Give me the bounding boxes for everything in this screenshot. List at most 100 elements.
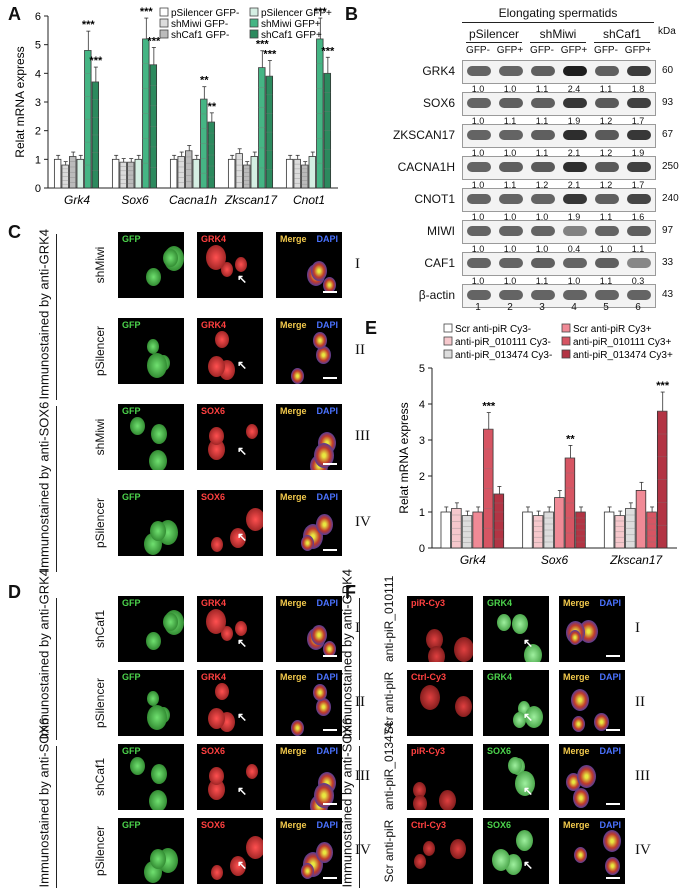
blot-strip xyxy=(462,60,656,84)
arrow-icon: ↖ xyxy=(237,358,248,372)
arrow-icon: ↖ xyxy=(237,444,248,458)
channel-label: Merge xyxy=(280,234,307,244)
chart-e-svg: 0 1 2 3 4 5 Relat mRNA express Grk4 Sox6 Zkscan17… xyxy=(397,323,677,567)
cell xyxy=(206,245,226,270)
channel-label: GFP xyxy=(122,746,141,756)
blot-band xyxy=(531,226,555,236)
y-tick-label: 1 xyxy=(35,154,41,166)
blot-gfp-label: GFP- xyxy=(594,45,618,56)
blot-quant-value: 1.0 xyxy=(471,116,485,126)
channel-label: Merge xyxy=(563,672,590,682)
cell xyxy=(413,795,427,810)
blot-band xyxy=(531,290,555,300)
row-roman-label: II xyxy=(355,342,365,358)
condition-label: shCaf1 xyxy=(93,609,107,649)
blot-quant-value: 1.0 xyxy=(503,244,517,254)
blot-quant-value: 1.0 xyxy=(567,276,581,286)
scale-bar xyxy=(323,729,337,731)
cell xyxy=(163,249,178,267)
category-label: Sox6 xyxy=(121,193,149,207)
condition-label: shMiwi xyxy=(93,246,107,284)
significance-mark: *** xyxy=(482,401,496,413)
y-tick-label: 1 xyxy=(419,507,425,519)
blot-band xyxy=(627,98,651,108)
blot-quant-value: 0.3 xyxy=(631,276,645,286)
blot-quant-value: 0.4 xyxy=(567,244,581,254)
cell xyxy=(524,644,542,662)
cell xyxy=(146,632,161,650)
cell xyxy=(313,332,327,349)
cell xyxy=(151,764,167,784)
blot-quant-value: 1.0 xyxy=(503,84,517,94)
bar xyxy=(111,158,120,189)
bracket-line xyxy=(359,746,360,888)
legend-swatch xyxy=(159,18,169,28)
bar xyxy=(227,158,236,189)
channel-label: GFP xyxy=(122,320,141,330)
scale-bar xyxy=(323,549,337,551)
micrograph: GFP xyxy=(118,744,184,810)
blot-row-label: MIWI xyxy=(427,224,455,238)
arrow-icon: ↖ xyxy=(237,636,248,650)
bar xyxy=(522,511,533,549)
blot-group-line xyxy=(466,42,522,43)
channel-label: Merge xyxy=(563,746,590,756)
channel-label: GRK4 xyxy=(487,598,513,608)
blot-quant-value: 1.1 xyxy=(535,84,549,94)
micrograph: GFP xyxy=(118,596,184,662)
blot-kda: 250 xyxy=(662,161,679,172)
blot-band xyxy=(627,290,651,300)
cell xyxy=(130,417,145,435)
cell xyxy=(147,691,159,706)
channel-label-dapi: DAPI xyxy=(316,492,338,502)
legend-swatch xyxy=(443,336,453,346)
arrow-icon: ↖ xyxy=(237,530,248,544)
cell xyxy=(426,629,443,650)
y-tick-label: 2 xyxy=(419,471,425,483)
micrograph: Merge DAPI xyxy=(559,744,625,810)
legend-swatch xyxy=(561,323,571,333)
blot-group-label: shMiwi xyxy=(539,27,577,41)
category-label: Cnot1 xyxy=(293,193,325,207)
panel-label-d: D xyxy=(8,582,21,602)
cell xyxy=(146,268,161,286)
blot-band xyxy=(499,66,523,76)
micrograph: SOX6 ↖ xyxy=(197,744,263,810)
channel-label-dapi: DAPI xyxy=(316,598,338,608)
blot-quant-value: 1.0 xyxy=(471,276,485,286)
blot-quant-value: 1.1 xyxy=(599,212,613,222)
bracket-line xyxy=(56,746,57,888)
significance-mark: *** xyxy=(89,55,103,67)
row-roman-label: II xyxy=(635,694,645,710)
channel-label: GFP xyxy=(122,598,141,608)
channel-label: Merge xyxy=(563,820,590,830)
channel-label: SOX6 xyxy=(201,820,226,830)
cell xyxy=(246,836,263,859)
blot-band xyxy=(595,98,619,108)
blot-quant-value: 1.0 xyxy=(503,148,517,158)
bar xyxy=(472,511,483,549)
blot-quant-value: 1.1 xyxy=(535,116,549,126)
blot-band xyxy=(563,66,587,76)
blot-band xyxy=(467,226,491,236)
blot-kda: 60 xyxy=(662,65,674,76)
micrograph: Ctrl-Cy3 xyxy=(407,818,473,884)
significance-mark: *** xyxy=(314,6,328,18)
cell xyxy=(513,712,526,728)
scale-bar xyxy=(323,463,337,465)
channel-label: SOX6 xyxy=(201,406,226,416)
cell xyxy=(230,856,246,876)
channel-label: GFP xyxy=(122,492,141,502)
bracket-line xyxy=(56,598,57,740)
category-label: Zkscan17 xyxy=(224,193,278,207)
micrograph: GRK4 ↖ xyxy=(483,670,549,736)
cell xyxy=(423,841,435,856)
channel-label-dapi: DAPI xyxy=(599,598,621,608)
channel-label: GFP xyxy=(122,820,141,830)
channel-label-dapi: DAPI xyxy=(599,820,621,830)
cell xyxy=(450,839,466,859)
cell xyxy=(605,857,620,875)
cell xyxy=(454,637,473,662)
blot-band xyxy=(563,162,587,172)
blot-quant-value: 1.2 xyxy=(535,180,549,190)
